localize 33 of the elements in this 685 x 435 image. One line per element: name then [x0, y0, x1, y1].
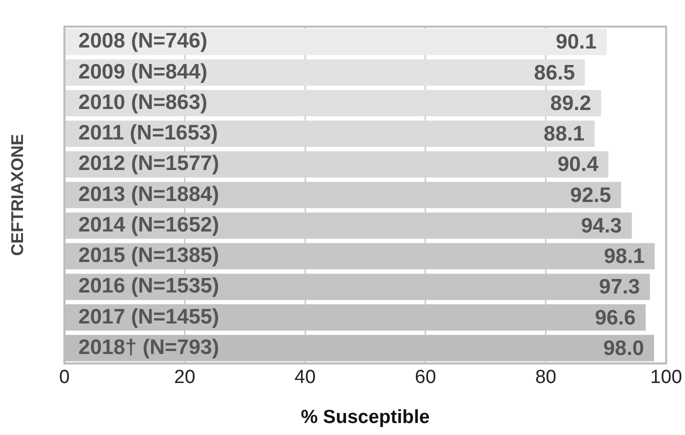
data-label: 90.4 [558, 153, 599, 176]
y-tick-label: 2016 (N=1535) [78, 274, 220, 298]
data-label: 98.1 [604, 245, 646, 268]
y-axis-title: CEFTRIAXONE [8, 134, 27, 256]
y-tick-label: 2015 (N=1385) [78, 244, 220, 268]
bar [65, 90, 602, 116]
y-tick-label: 2018† (N=793) [78, 336, 220, 359]
y-tick-label: 2012 (N=1577) [78, 152, 220, 176]
x-tick-label: 0 [59, 367, 70, 388]
bar [65, 120, 595, 147]
y-tick-label: 2010 (N=863) [78, 90, 208, 114]
x-axis-title: % Susceptible [300, 406, 430, 428]
data-label: 97.3 [599, 276, 640, 299]
y-tick-label: 2008 (N=746) [78, 30, 208, 53]
data-label: 90.1 [556, 30, 597, 54]
data-label: 98.0 [603, 336, 644, 360]
y-tick-label: 2013 (N=1884) [78, 182, 220, 206]
data-label: 88.1 [544, 122, 585, 146]
data-label: 89.2 [550, 92, 592, 115]
data-label: 96.6 [594, 306, 636, 330]
x-tick-label: 80 [535, 367, 556, 388]
y-tick-label: 2014 (N=1652) [78, 213, 220, 236]
data-label: 94.3 [580, 214, 622, 238]
x-tick-label: 40 [294, 367, 316, 388]
x-tick-label: 60 [414, 367, 436, 388]
y-tick-label: 2017 (N=1455) [78, 305, 220, 328]
x-tick-label: 100 [650, 367, 682, 388]
data-label: 86.5 [534, 61, 576, 84]
x-tick-label: 20 [174, 367, 196, 388]
data-label: 92.5 [570, 184, 612, 207]
y-tick-label: 2011 (N=1653) [78, 122, 218, 145]
y-tick-label: 2009 (N=844) [78, 60, 208, 84]
bar [65, 28, 607, 56]
